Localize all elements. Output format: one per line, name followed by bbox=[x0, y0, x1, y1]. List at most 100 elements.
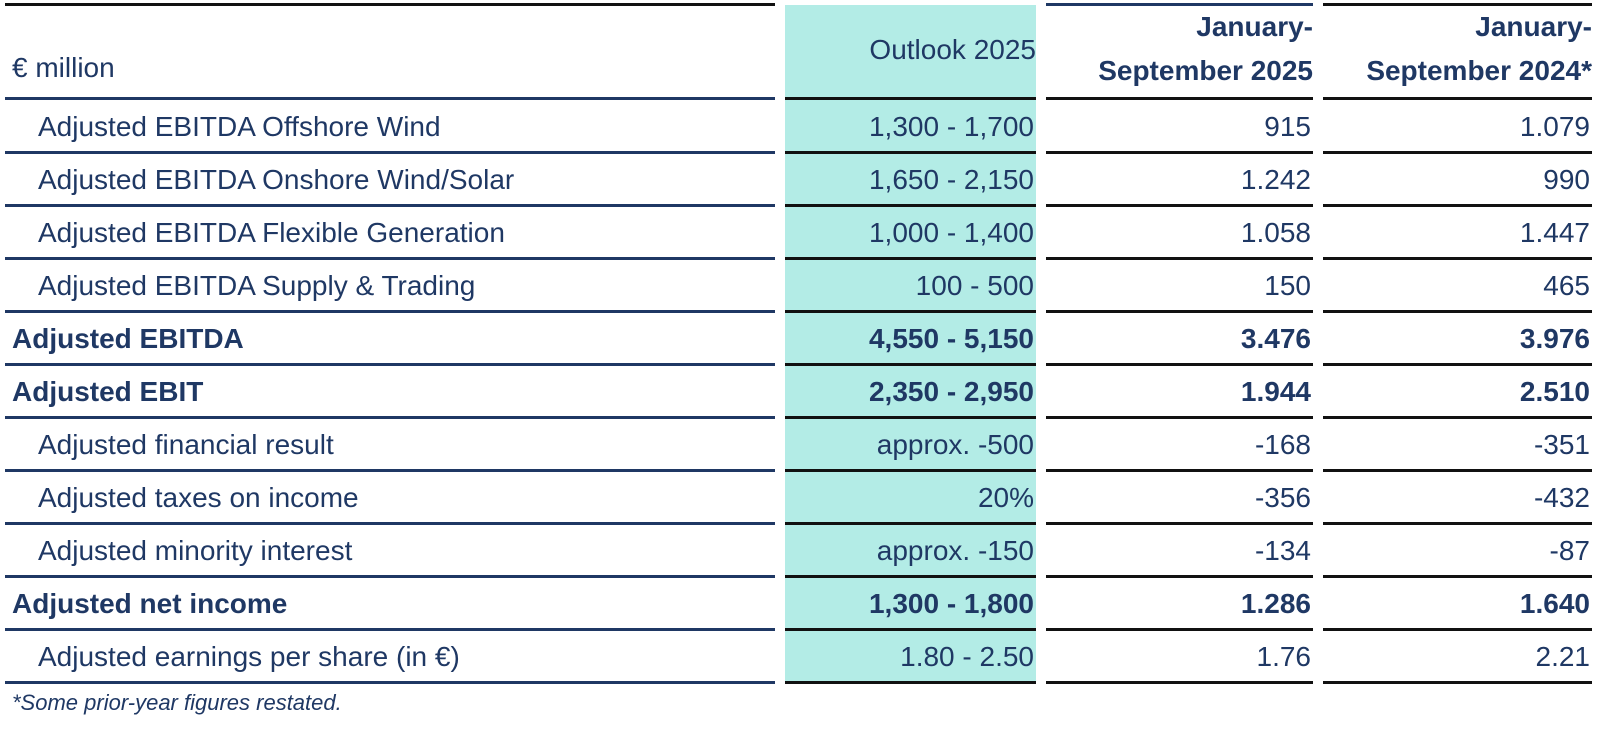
row-value: 1,300 - 1,800 bbox=[868, 587, 1034, 619]
row-value: 1.80 - 2.50 bbox=[900, 640, 1034, 672]
row-value: 2.21 bbox=[1535, 640, 1591, 672]
row-rule bbox=[785, 575, 1036, 578]
outlook-column-bg bbox=[785, 5, 1036, 683]
row-value: 465 bbox=[1543, 269, 1590, 301]
row-rule bbox=[1323, 416, 1592, 419]
row-value: -351 bbox=[1533, 428, 1590, 460]
row-rule bbox=[1046, 97, 1313, 100]
row-rule bbox=[1323, 257, 1592, 260]
row-rule bbox=[785, 522, 1036, 525]
row-value: 3.476 bbox=[1240, 322, 1311, 354]
row-rule bbox=[1046, 310, 1313, 313]
row-rule bbox=[1046, 575, 1313, 578]
row-label: Adjusted financial result bbox=[38, 428, 334, 460]
row-value: 1.76 bbox=[1256, 640, 1312, 672]
row-value: 1.079 bbox=[1519, 110, 1590, 142]
row-rule bbox=[1323, 310, 1592, 313]
header-line: September 2025 bbox=[1098, 55, 1313, 86]
row-rule bbox=[5, 257, 775, 260]
row-label: Adjusted earnings per share (in €) bbox=[38, 640, 460, 672]
row-value: 1.286 bbox=[1240, 587, 1311, 619]
row-rule bbox=[5, 416, 775, 419]
row-rule bbox=[5, 363, 775, 366]
row-rule bbox=[1323, 469, 1592, 472]
row-value: 1.944 bbox=[1240, 375, 1311, 407]
header-cell: € million bbox=[12, 52, 115, 83]
footnote: *Some prior-year figures restated. bbox=[12, 690, 342, 715]
row-value: 2.510 bbox=[1519, 375, 1590, 407]
row-rule bbox=[785, 204, 1036, 207]
top-rule bbox=[5, 3, 775, 6]
row-rule bbox=[1046, 363, 1313, 366]
row-label: Adjusted minority interest bbox=[38, 534, 353, 566]
header-line: January- bbox=[1475, 11, 1592, 42]
row-rule bbox=[1046, 204, 1313, 207]
row-rule bbox=[785, 151, 1036, 154]
row-value: -432 bbox=[1533, 481, 1590, 513]
header-line: September 2024* bbox=[1366, 55, 1592, 86]
row-rule bbox=[785, 257, 1036, 260]
row-label: Adjusted EBITDA Offshore Wind bbox=[38, 110, 441, 142]
row-label: Adjusted EBITDA Supply & Trading bbox=[38, 269, 476, 301]
row-label: Adjusted taxes on income bbox=[38, 481, 359, 513]
row-rule bbox=[5, 469, 775, 472]
row-rule bbox=[1323, 151, 1592, 154]
row-label: Adjusted EBIT bbox=[12, 375, 204, 407]
header-line: Outlook 2025 bbox=[869, 34, 1036, 65]
row-rule bbox=[785, 469, 1036, 472]
header-cell: Outlook 2025 bbox=[785, 28, 1036, 72]
top-rule bbox=[1323, 3, 1592, 6]
row-value: 2,350 - 2,950 bbox=[868, 375, 1034, 407]
row-rule bbox=[785, 363, 1036, 366]
row-rule bbox=[785, 681, 1036, 684]
row-value: 20% bbox=[977, 481, 1034, 513]
row-rule bbox=[1046, 681, 1313, 684]
row-label: Adjusted EBITDA Flexible Generation bbox=[38, 216, 505, 248]
row-rule bbox=[1323, 628, 1592, 631]
row-rule bbox=[5, 151, 775, 154]
row-rule bbox=[785, 97, 1036, 100]
row-value: 100 - 500 bbox=[915, 269, 1034, 301]
header-cell: January- September 2024* bbox=[1323, 5, 1592, 93]
row-value: -134 bbox=[1254, 534, 1311, 566]
row-rule bbox=[5, 522, 775, 525]
row-rule bbox=[1046, 522, 1313, 525]
row-value: 3.976 bbox=[1519, 322, 1590, 354]
row-rule bbox=[1046, 257, 1313, 260]
row-value: 1,300 - 1,700 bbox=[868, 110, 1034, 142]
row-rule bbox=[785, 416, 1036, 419]
row-rule bbox=[1046, 469, 1313, 472]
row-value: approx. -150 bbox=[876, 534, 1034, 566]
row-value: 150 bbox=[1264, 269, 1311, 301]
row-value: 915 bbox=[1264, 110, 1311, 142]
row-value: 1.058 bbox=[1240, 216, 1311, 248]
header-cell: January- September 2025 bbox=[1046, 5, 1313, 93]
row-rule bbox=[1046, 416, 1313, 419]
row-value: 1.640 bbox=[1519, 587, 1590, 619]
row-rule bbox=[1323, 575, 1592, 578]
row-rule bbox=[785, 310, 1036, 313]
row-value: 1.242 bbox=[1240, 163, 1311, 195]
row-rule bbox=[5, 97, 775, 100]
row-rule bbox=[1046, 151, 1313, 154]
row-rule bbox=[785, 628, 1036, 631]
row-rule bbox=[1323, 681, 1592, 684]
row-label: Adjusted EBITDA bbox=[12, 322, 244, 354]
row-rule bbox=[1323, 204, 1592, 207]
row-rule bbox=[5, 575, 775, 578]
row-rule bbox=[1323, 522, 1592, 525]
row-value: 990 bbox=[1543, 163, 1590, 195]
row-value: -356 bbox=[1254, 481, 1311, 513]
row-label: Adjusted EBITDA Onshore Wind/Solar bbox=[38, 163, 515, 195]
row-value: 1,000 - 1,400 bbox=[868, 216, 1034, 248]
row-rule bbox=[1323, 97, 1592, 100]
row-value: 1.447 bbox=[1519, 216, 1590, 248]
row-value: -87 bbox=[1549, 534, 1590, 566]
row-value: 1,650 - 2,150 bbox=[868, 163, 1034, 195]
row-rule bbox=[5, 681, 775, 684]
row-rule bbox=[1046, 628, 1313, 631]
top-rule bbox=[1046, 3, 1313, 6]
row-rule bbox=[5, 204, 775, 207]
header-line: January- bbox=[1196, 11, 1313, 42]
